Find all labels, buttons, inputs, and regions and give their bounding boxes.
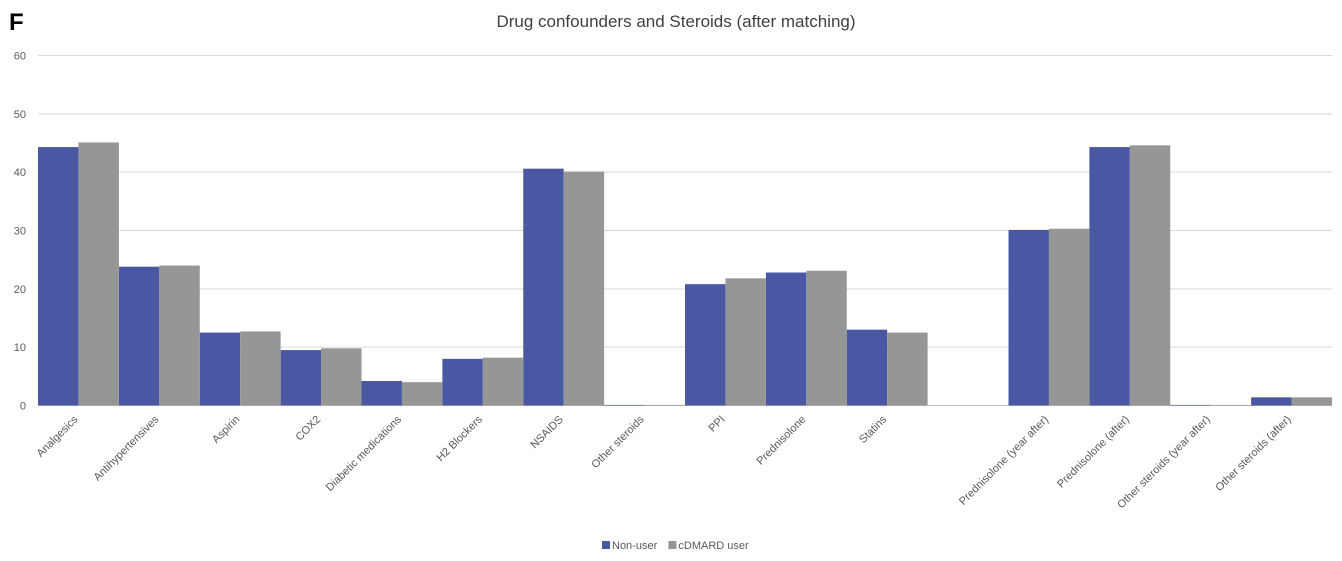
bar xyxy=(442,358,483,406)
bar xyxy=(1048,228,1090,406)
legend-label: Non-user xyxy=(612,540,658,552)
bar xyxy=(1089,147,1130,406)
x-tick-label: H2 Blockers xyxy=(435,413,486,464)
bar xyxy=(38,147,79,406)
x-tick-label: Antihypertensives xyxy=(92,413,162,483)
bar xyxy=(482,357,524,406)
legend: Non-user cDMARD user xyxy=(602,540,749,552)
bar xyxy=(1210,404,1252,406)
bar xyxy=(604,404,645,406)
x-tick-label: Other steroids (after) xyxy=(1213,414,1293,494)
x-tick-label: Other steroids xyxy=(589,413,647,471)
bar xyxy=(1251,397,1292,406)
bar xyxy=(240,331,281,406)
y-tick-label: 20 xyxy=(14,284,26,296)
x-tick-label: NSAIDS xyxy=(528,414,565,451)
bar xyxy=(1291,397,1332,406)
bar xyxy=(78,142,119,406)
bar xyxy=(280,350,322,406)
x-tick-label: Analgesics xyxy=(34,413,80,459)
bar xyxy=(644,404,685,406)
x-axis-labels: Analgesics Antihypertensives Aspirin COX2 Di… xyxy=(34,413,1293,511)
bar xyxy=(1008,229,1049,406)
x-tick-label: Prednisolone (after) xyxy=(1055,414,1132,491)
x-tick-label: PPI xyxy=(707,414,728,435)
y-tick-label: 50 xyxy=(14,109,26,121)
bar xyxy=(401,382,443,406)
bar xyxy=(159,265,200,406)
bar xyxy=(806,270,847,406)
bar xyxy=(846,329,888,406)
y-tick-label: 40 xyxy=(14,167,26,179)
x-tick-label: Other steroids (year after) xyxy=(1115,414,1213,512)
legend-swatch xyxy=(668,541,677,549)
bar xyxy=(199,332,241,406)
bar xyxy=(321,348,362,406)
bar xyxy=(361,381,402,406)
y-tick-label: 30 xyxy=(14,226,26,238)
x-tick-label: Prednisolone xyxy=(755,414,809,468)
legend-label: cDMARD user xyxy=(678,540,749,552)
bar xyxy=(118,266,160,406)
chart-title: Drug confounders and Steroids (after mat… xyxy=(496,12,855,31)
bar xyxy=(725,278,766,406)
legend-swatch xyxy=(602,541,610,549)
y-tick-label: 0 xyxy=(20,401,26,413)
panel-letter: F xyxy=(9,9,24,36)
bars xyxy=(38,142,1332,406)
x-tick-label: Prednisolone (year after) xyxy=(957,414,1051,508)
bar xyxy=(887,332,928,406)
y-tick-label: 10 xyxy=(14,342,26,354)
y-axis-ticks: 0 10 20 30 40 50 60 xyxy=(14,51,26,413)
bar xyxy=(1170,404,1211,406)
bar xyxy=(685,284,726,406)
x-tick-label: Diabetic medications xyxy=(324,413,405,494)
x-tick-label: COX2 xyxy=(294,414,324,444)
y-tick-label: 60 xyxy=(14,51,26,63)
bar xyxy=(563,171,605,406)
bar xyxy=(523,168,564,406)
bar xyxy=(765,272,807,406)
x-tick-label: Aspirin xyxy=(210,414,242,446)
bar xyxy=(1129,145,1171,406)
x-tick-label: Statins xyxy=(857,413,890,446)
